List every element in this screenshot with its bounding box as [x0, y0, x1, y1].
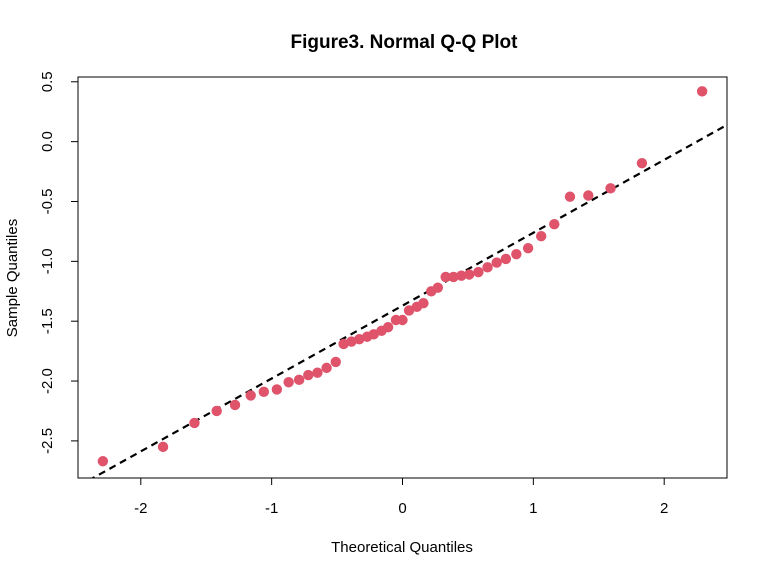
- y-tick-label: -0.5: [39, 189, 56, 215]
- data-point: [271, 384, 283, 395]
- data-point: [283, 377, 294, 388]
- y-axis-label: Sample Quantiles: [4, 219, 21, 337]
- data-point: [403, 305, 415, 316]
- data-point: [522, 242, 534, 254]
- points-group: [97, 86, 708, 467]
- y-axis: -2.5 -2.0 -1.5 -1.0 -0.5 0.0 0.5: [39, 71, 79, 454]
- data-point: [605, 183, 616, 194]
- y-tick-label: -2.0: [39, 368, 56, 394]
- data-point: [303, 369, 314, 381]
- data-point: [636, 157, 648, 169]
- x-tick-label: 2: [660, 500, 668, 517]
- reference-line-group: [90, 123, 727, 478]
- data-point: [456, 270, 467, 281]
- data-point: [432, 282, 444, 293]
- data-point: [312, 367, 323, 378]
- data-point: [97, 456, 109, 467]
- data-point: [473, 266, 484, 278]
- data-point: [229, 399, 241, 411]
- plot-frame: [77, 76, 728, 479]
- data-point: [293, 374, 305, 386]
- data-point: [511, 248, 522, 260]
- data-point: [448, 271, 459, 283]
- data-point: [330, 356, 341, 368]
- x-tick-label: -2: [134, 500, 147, 517]
- data-point: [258, 386, 270, 398]
- y-tick-label: -1.5: [39, 308, 56, 334]
- data-point: [211, 405, 222, 417]
- data-point: [418, 298, 429, 309]
- data-point: [354, 333, 365, 345]
- data-point: [491, 257, 502, 268]
- data-point: [583, 190, 594, 201]
- data-point: [464, 269, 475, 280]
- data-point: [338, 338, 349, 350]
- qq-reference-line: [90, 123, 727, 478]
- data-point: [245, 390, 256, 401]
- data-point: [482, 262, 493, 273]
- data-point: [189, 417, 200, 429]
- x-axis: -2 -1 0 1 2: [134, 477, 668, 517]
- data-point: [346, 336, 357, 347]
- data-point: [440, 271, 451, 283]
- data-point: [535, 231, 547, 242]
- y-tick-label: -1.0: [39, 248, 56, 274]
- y-tick-label: 0.0: [39, 131, 56, 152]
- y-tick-label: -2.5: [39, 428, 56, 454]
- x-axis-label: Theoretical Quantiles: [331, 539, 473, 556]
- data-point: [696, 86, 708, 97]
- data-point: [157, 441, 169, 453]
- x-tick-label: 0: [398, 500, 406, 517]
- data-point: [368, 329, 379, 340]
- data-point: [564, 191, 576, 202]
- y-tick-label: 0.5: [39, 71, 56, 92]
- chart-title: Figure3. Normal Q-Q Plot: [291, 32, 519, 53]
- x-tick-label: 1: [529, 500, 537, 517]
- data-point: [397, 314, 408, 326]
- data-point: [549, 219, 560, 230]
- data-point: [321, 362, 332, 374]
- x-tick-label: -1: [265, 500, 278, 517]
- data-point: [500, 253, 512, 265]
- data-point: [382, 321, 394, 333]
